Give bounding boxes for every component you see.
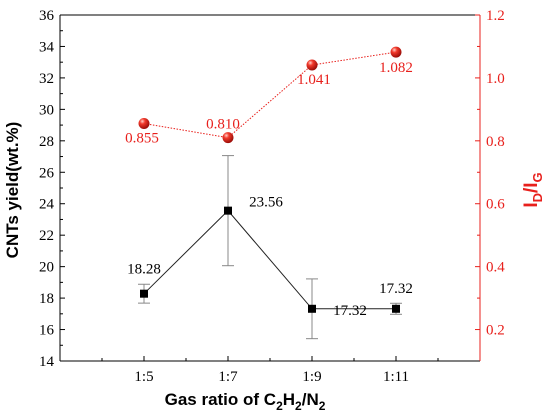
yield-data-label: 17.32: [379, 281, 413, 297]
y-left-tick-label: 30: [39, 102, 54, 118]
ratio-series-line: [143, 51, 397, 139]
ratio-data-label: 1.082: [379, 60, 413, 76]
y-left-tick-label: 26: [39, 165, 55, 181]
ratio-data-label: 0.855: [125, 131, 159, 147]
y-axis-right-title: ID/IG: [521, 172, 545, 207]
x-tick-label: 1:7: [218, 369, 238, 385]
yield-point: [392, 304, 400, 313]
yield-point: [224, 206, 232, 215]
ratio-point: [138, 118, 150, 130]
y-left-tick-label: 36: [39, 8, 55, 24]
yield-data-label: 18.28: [127, 262, 161, 278]
y-left-tick-label: 22: [39, 228, 54, 244]
y-left-tick-label: 32: [39, 71, 54, 87]
yield-data-label: 23.56: [249, 195, 283, 211]
y-left-tick-label: 34: [39, 39, 55, 55]
ratio-point: [222, 132, 234, 144]
x-tick-label: 1:11: [383, 369, 409, 385]
y-left-tick-label: 16: [39, 323, 55, 339]
x-tick-label: 1:5: [134, 369, 153, 385]
y-axis-left-title: CNTs yield(wt.%): [3, 122, 22, 259]
ratio-data-label: 1.041: [297, 72, 331, 88]
y-left-tick-label: 24: [39, 197, 55, 213]
axes-group: 14 16 18 20 22 24 26 28 30 32 34 36 0.2 0.4 0.6 0.8 1.0 1…: [39, 8, 505, 385]
y-right-tick-label: 1.2: [486, 8, 505, 24]
yield-point: [308, 304, 316, 313]
y-right-tick-label: 0.8: [486, 134, 505, 150]
ratio-data-label: 0.810: [206, 117, 240, 133]
ratio-point: [306, 59, 318, 71]
yield-data-label: 17.32: [333, 303, 367, 319]
y-right-tick-label: 0.2: [486, 323, 505, 339]
y-left-tick-label: 18: [39, 291, 54, 307]
y-left-tick-label: 28: [39, 134, 54, 150]
y-left-tick-label: 20: [39, 260, 54, 276]
y-left-tick-label: 14: [39, 354, 55, 370]
yield-series-line: [143, 209, 396, 310]
y-right-tick-label: 0.6: [486, 197, 505, 213]
y-right-tick-label: 1.0: [486, 71, 505, 87]
yield-point: [140, 289, 148, 298]
x-axis-title: Gas ratio of C2H2/N2: [165, 390, 326, 413]
ratio-point: [390, 46, 402, 58]
y-right-tick-label: 0.4: [486, 260, 505, 276]
x-tick-label: 1:9: [302, 369, 321, 385]
marks-group: 18.28 23.56 17.32 17.32 0.855 0.810 1.041 1.082: [125, 46, 413, 340]
